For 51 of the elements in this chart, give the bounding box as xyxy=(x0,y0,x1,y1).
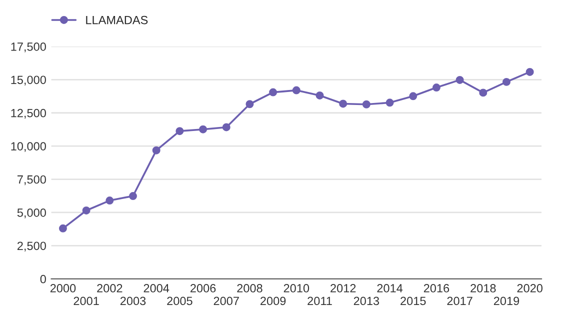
point xyxy=(362,100,370,108)
point xyxy=(269,88,278,96)
y-tick-label: 5,000 xyxy=(17,208,46,218)
x-tick-label: 2012 xyxy=(330,284,356,292)
y-tick-label: 17,500 xyxy=(11,42,46,52)
x-tick-label: 2006 xyxy=(190,284,216,292)
y-tick-label: 0 xyxy=(40,274,46,284)
point xyxy=(199,125,208,134)
x-tick-label: 2011 xyxy=(308,296,332,306)
x-tick-label: 2020 xyxy=(517,284,542,292)
point xyxy=(292,86,300,94)
y-tick-label: 10,000 xyxy=(11,142,46,152)
x-tick-label: 2004 xyxy=(144,284,170,292)
point xyxy=(479,88,488,97)
x-tick-label: 2010 xyxy=(284,284,310,292)
x-tick-label: 2000 xyxy=(50,284,76,292)
point xyxy=(339,100,348,108)
point xyxy=(456,76,464,84)
y-tick-label: 15,000 xyxy=(11,76,46,86)
point xyxy=(82,206,90,214)
point xyxy=(502,78,510,86)
x-tick-label: 2014 xyxy=(377,284,403,292)
legend-label: LLAMADAS xyxy=(86,16,148,24)
point xyxy=(58,224,67,232)
x-tick-label: 2009 xyxy=(260,296,286,306)
x-tick-label: 2007 xyxy=(214,296,239,306)
y-tick-label: 12,500 xyxy=(11,108,46,119)
point xyxy=(316,91,324,100)
x-tick-label: 2018 xyxy=(470,284,496,292)
x-tick-label: 2001 xyxy=(74,296,99,306)
x-tick-label: 2002 xyxy=(97,284,122,292)
point xyxy=(409,92,418,100)
x-tick-label: 2013 xyxy=(354,296,380,306)
x-tick-label: 2005 xyxy=(167,296,192,306)
point xyxy=(152,146,160,154)
point xyxy=(129,192,137,200)
point xyxy=(246,100,254,108)
point xyxy=(106,196,114,205)
x-tick-label: 2019 xyxy=(494,296,520,306)
y-tick-label: 7,500 xyxy=(18,175,46,186)
point xyxy=(432,84,440,92)
point xyxy=(386,98,394,107)
x-tick-label: 2003 xyxy=(120,296,146,306)
x-tick-label: 2016 xyxy=(424,284,450,292)
x-tick-label: 2017 xyxy=(447,296,472,306)
x-tick-label: 2015 xyxy=(400,296,426,306)
point xyxy=(176,127,184,136)
y-tick-label: 2,500 xyxy=(17,242,46,252)
point xyxy=(222,123,230,132)
x-tick-label: 2008 xyxy=(237,284,262,292)
point xyxy=(526,68,534,76)
